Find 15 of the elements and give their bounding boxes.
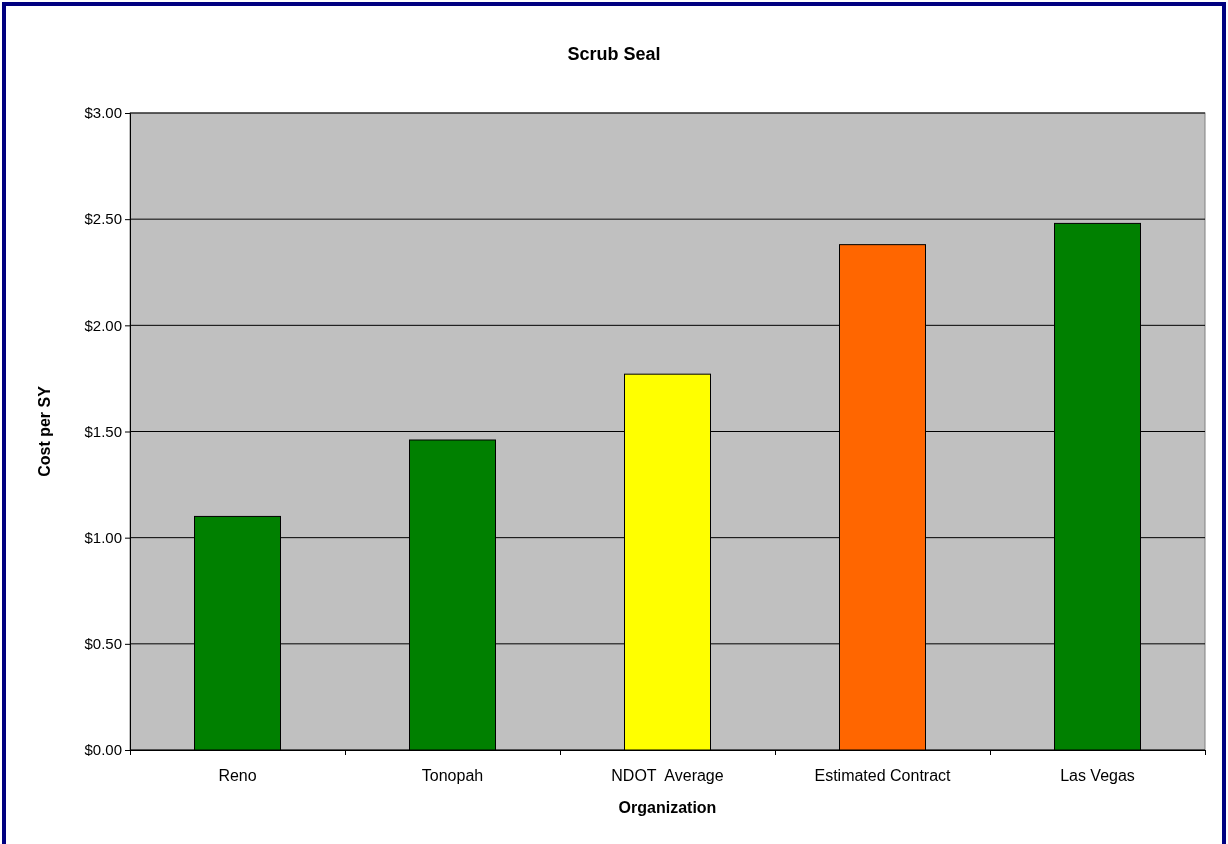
y-tick-label: $3.00: [84, 104, 122, 122]
y-tick-label: $2.50: [84, 210, 122, 228]
y-axis-title: Cost per SY: [36, 385, 53, 477]
x-tick-label: NDOT Average: [611, 767, 724, 784]
y-tick-label: $2.00: [84, 316, 122, 334]
y-tick-label: $0.50: [84, 635, 122, 653]
x-tick-label: Estimated Contract: [814, 767, 952, 784]
chart-title: Scrub Seal: [567, 44, 661, 64]
y-tick-label: $0.00: [84, 741, 122, 759]
x-axis-title: Organization: [618, 799, 717, 816]
y-tick-label: $1.00: [84, 528, 122, 546]
x-tick-label: Las Vegas: [1060, 767, 1135, 784]
x-tick-label: Reno: [218, 767, 257, 784]
x-tick-label: Tonopah: [421, 767, 484, 784]
y-tick-label: $1.50: [84, 422, 122, 440]
